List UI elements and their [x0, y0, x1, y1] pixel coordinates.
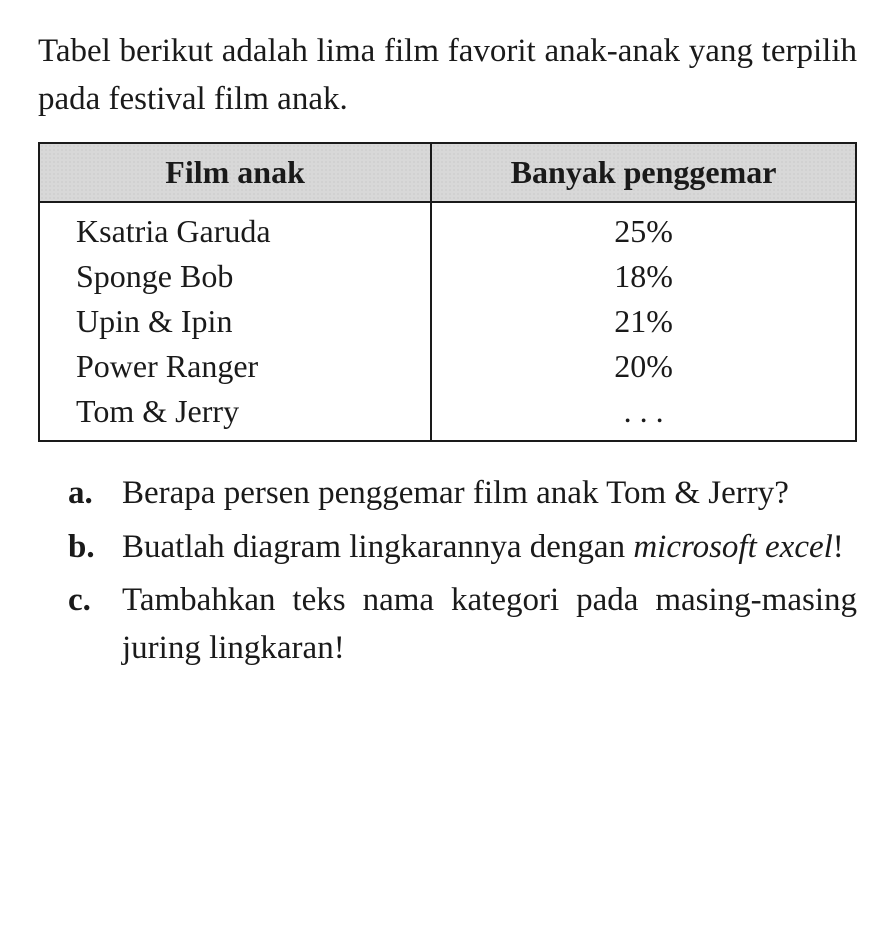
- films-table: Film anak Banyak penggemar Ksatria Garud…: [38, 142, 857, 442]
- cell-fans: . . .: [431, 389, 856, 441]
- question-text-before: Buatlah diagram lingkarannya dengan: [122, 529, 633, 565]
- table-row: Tom & Jerry . . .: [39, 389, 856, 441]
- question-item: a. Berapa persen penggemar film anak Tom…: [38, 470, 857, 518]
- question-text-after: !: [833, 529, 844, 565]
- question-text: Buatlah diagram lingkarannya dengan micr…: [122, 524, 857, 572]
- cell-film: Ksatria Garuda: [39, 202, 431, 254]
- question-text-italic: microsoft excel: [633, 529, 832, 565]
- question-text-before: Tambahkan teks nama kategori pada masing…: [122, 582, 857, 666]
- table-row: Ksatria Garuda 25%: [39, 202, 856, 254]
- table-row: Sponge Bob 18%: [39, 254, 856, 299]
- table-row: Upin & Ipin 21%: [39, 299, 856, 344]
- question-item: c. Tambahkan teks nama kategori pada mas…: [38, 577, 857, 673]
- cell-fans: 25%: [431, 202, 856, 254]
- cell-film: Tom & Jerry: [39, 389, 431, 441]
- cell-fans: 18%: [431, 254, 856, 299]
- cell-film: Upin & Ipin: [39, 299, 431, 344]
- cell-fans: 20%: [431, 344, 856, 389]
- questions-list: a. Berapa persen penggemar film anak Tom…: [38, 470, 857, 673]
- question-text: Berapa persen penggemar film anak Tom & …: [122, 470, 857, 518]
- question-text: Tambahkan teks nama kategori pada masing…: [122, 577, 857, 673]
- cell-film: Power Ranger: [39, 344, 431, 389]
- col-header-fans: Banyak penggemar: [431, 143, 856, 202]
- question-item: b. Buatlah diagram lingkarannya dengan m…: [38, 524, 857, 572]
- question-label: b.: [68, 524, 122, 572]
- col-header-film: Film anak: [39, 143, 431, 202]
- cell-fans: 21%: [431, 299, 856, 344]
- question-label: c.: [68, 577, 122, 673]
- cell-film: Sponge Bob: [39, 254, 431, 299]
- intro-paragraph: Tabel berikut adalah lima film favorit a…: [38, 28, 857, 124]
- table-row: Power Ranger 20%: [39, 344, 856, 389]
- table-header-row: Film anak Banyak penggemar: [39, 143, 856, 202]
- question-label: a.: [68, 470, 122, 518]
- question-text-before: Berapa persen penggemar film anak Tom & …: [122, 475, 789, 511]
